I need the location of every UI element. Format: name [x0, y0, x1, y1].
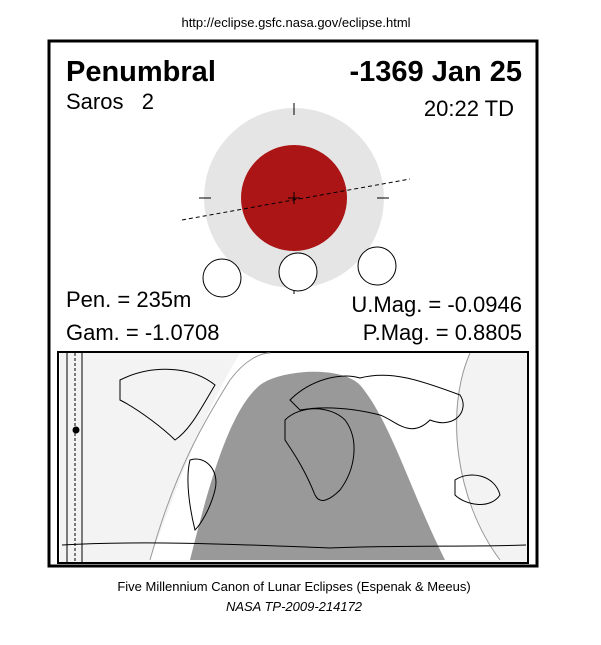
canon-credit: Five Millennium Canon of Lunar Eclipses … — [117, 579, 470, 594]
gamma: Gam. = -1.0708 — [66, 320, 219, 345]
visibility-map — [57, 351, 529, 564]
source-url: http://eclipse.gsfc.nasa.gov/eclipse.htm… — [181, 15, 410, 30]
umbral-magnitude: U.Mag. = -0.0946 — [351, 292, 522, 317]
eclipse-time: 20:22 TD — [424, 96, 514, 121]
south-america-outline — [187, 458, 217, 531]
penumbral-magnitude: P.Mag. = 0.8805 — [363, 320, 522, 345]
penumbral-limit — [149, 352, 501, 561]
moon — [357, 246, 397, 286]
eurasia-outline — [289, 374, 464, 430]
antarctica-outline — [61, 542, 527, 549]
greatest-eclipse-point — [72, 426, 80, 434]
moon — [202, 258, 242, 298]
moon-path — [181, 178, 411, 221]
north-america-outline — [119, 368, 216, 441]
saros: Saros 2 — [66, 89, 154, 114]
reference: NASA TP-2009-214172 — [226, 599, 363, 614]
eclipse-geometry — [181, 103, 411, 298]
africa-outline — [284, 408, 355, 501]
umbral-visibility-zone — [190, 371, 445, 560]
eclipse-date: -1369 Jan 25 — [349, 56, 522, 88]
moon — [278, 252, 318, 292]
eclipse-type: Penumbral — [66, 56, 216, 88]
australia-outline — [454, 474, 501, 505]
pen-duration: Pen. = 235m — [66, 287, 191, 312]
penumbral-zone-light — [60, 353, 527, 562]
